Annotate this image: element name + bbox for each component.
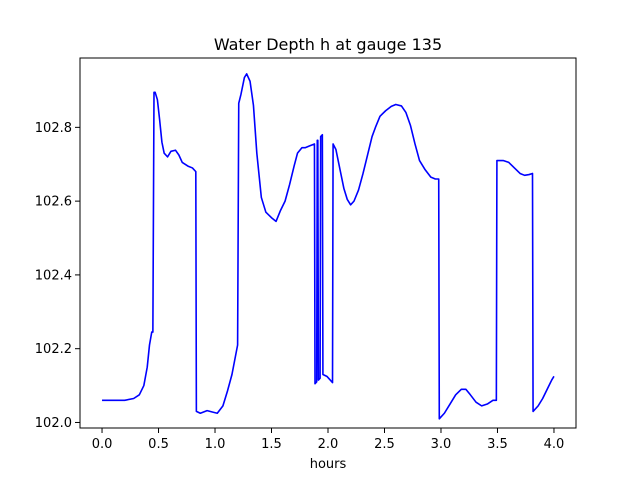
x-tick-label: 0.0: [92, 437, 113, 452]
x-tick-label: 0.5: [148, 437, 169, 452]
x-tick-label: 3.0: [431, 437, 452, 452]
x-tick-label: 2.5: [374, 437, 395, 452]
y-tick-label: 102.0: [35, 416, 72, 431]
y-tick-label: 102.8: [35, 121, 72, 136]
x-axis: 0.0 0.5 1.0 1.5 2.0 2.5 3.0 3.5 4.0: [92, 428, 565, 452]
series-line: [102, 73, 555, 420]
y-tick-label: 102.4: [35, 268, 72, 283]
chart-title: Water Depth h at gauge 135: [214, 35, 442, 54]
x-tick-label: 2.0: [318, 437, 339, 452]
x-axis-label: hours: [310, 457, 347, 472]
x-tick-label: 1.5: [261, 437, 282, 452]
y-tick-label: 102.6: [35, 195, 72, 210]
x-tick-label: 1.0: [205, 437, 226, 452]
y-tick-label: 102.2: [35, 342, 72, 357]
x-tick-label: 3.5: [487, 437, 508, 452]
x-tick-label: 4.0: [544, 437, 565, 452]
y-axis: 102.0 102.2 102.4 102.6 102.8: [35, 121, 80, 431]
